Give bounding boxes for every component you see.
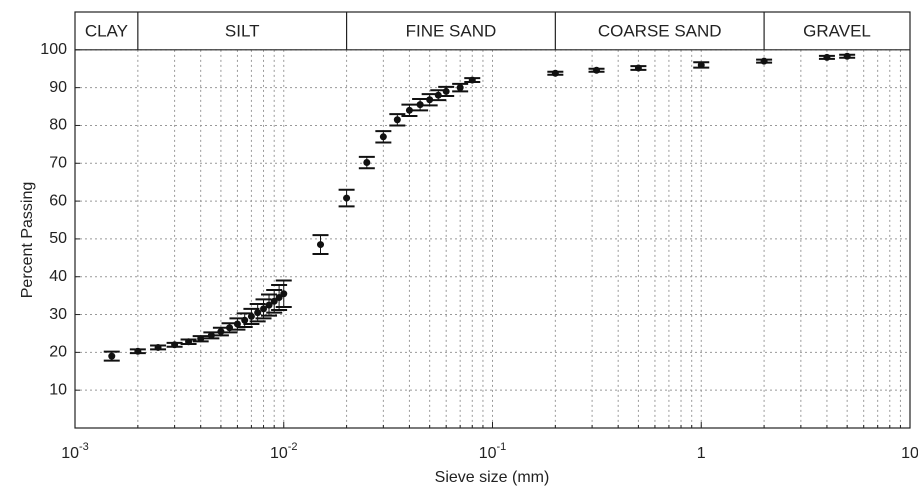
- data-point: [843, 52, 851, 60]
- data-point: [265, 301, 273, 309]
- data-point: [270, 297, 278, 305]
- data-point: [108, 352, 116, 360]
- y-tick-label: 40: [49, 268, 67, 285]
- data-point: [275, 294, 283, 302]
- y-tick-label: 50: [49, 230, 67, 247]
- data-point: [233, 320, 241, 328]
- x-tick-exponent: -3: [79, 441, 89, 453]
- data-point: [260, 305, 268, 313]
- x-tick-exponent: -2: [288, 441, 298, 453]
- data-point: [393, 116, 401, 124]
- data-point: [185, 338, 193, 346]
- x-tick-exponent: -1: [497, 441, 507, 453]
- y-tick-label: 90: [49, 79, 67, 96]
- class-label: GRAVEL: [803, 21, 871, 40]
- x-tick-label: 10-2: [270, 441, 298, 462]
- class-label: SILT: [225, 21, 260, 40]
- x-tick-label: 10-3: [61, 441, 89, 462]
- x-tick-base: 10: [270, 445, 288, 462]
- y-tick-label: 100: [40, 41, 67, 58]
- y-axis-title: Percent Passing: [19, 182, 36, 299]
- y-tick-label: 60: [49, 192, 67, 209]
- data-point: [171, 341, 179, 349]
- data-point: [154, 343, 162, 351]
- class-label: CLAY: [85, 21, 128, 40]
- data-point: [551, 69, 559, 77]
- x-axis-title: Sieve size (mm): [435, 469, 550, 486]
- data-point: [634, 64, 642, 72]
- data-point: [379, 133, 387, 141]
- plot-frame: [74, 11, 911, 429]
- x-tick-base: 10: [479, 445, 497, 462]
- data-point: [442, 87, 450, 95]
- data-point: [280, 290, 288, 298]
- x-tick-label: 10-1: [479, 441, 507, 462]
- data-point: [254, 309, 262, 317]
- data-point: [823, 53, 831, 61]
- x-tick-label: 1: [697, 445, 706, 462]
- data-point: [593, 66, 601, 74]
- data-point: [426, 96, 434, 104]
- data-point: [760, 57, 768, 65]
- data-point: [247, 312, 255, 320]
- data-point: [134, 347, 142, 355]
- y-tick-label: 80: [49, 117, 67, 134]
- class-label: COARSE SAND: [598, 21, 722, 40]
- class-label: FINE SAND: [406, 21, 497, 40]
- data-point: [317, 241, 325, 249]
- x-tick-label: 10: [901, 445, 918, 462]
- y-tick-label: 20: [49, 344, 67, 361]
- data-point: [405, 106, 413, 114]
- x-tick-base: 10: [61, 445, 79, 462]
- y-tick-label: 10: [49, 381, 67, 398]
- data-point: [197, 335, 205, 343]
- data-point: [468, 76, 476, 84]
- y-tick-label: 30: [49, 306, 67, 323]
- data-point: [343, 194, 351, 202]
- data-point: [697, 61, 705, 69]
- data-point: [207, 331, 215, 339]
- y-tick-label: 70: [49, 154, 67, 171]
- data-point: [241, 316, 249, 324]
- data-point: [363, 159, 371, 167]
- data-point: [456, 84, 464, 92]
